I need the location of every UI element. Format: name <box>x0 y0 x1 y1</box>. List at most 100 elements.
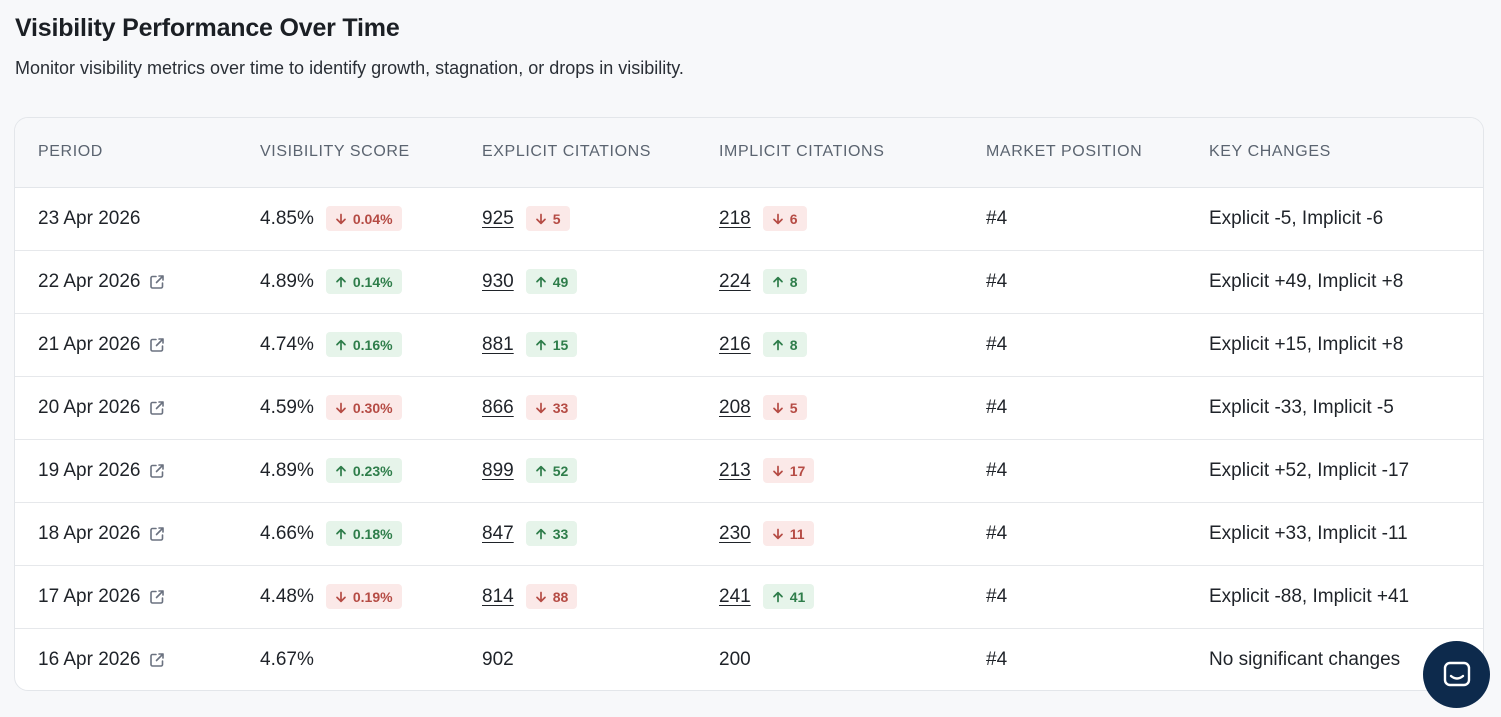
arrow-up-icon <box>535 528 546 539</box>
arrow-down-icon <box>336 591 346 602</box>
explicit-citations-link[interactable]: 899 <box>482 459 514 481</box>
explicit-citations-change-badge: 15 <box>525 332 578 357</box>
implicit-citations-link[interactable]: 230 <box>719 522 751 544</box>
visibility-score-value: 4.67% <box>260 648 314 670</box>
explicit-citations-cell: 930 49 <box>482 250 719 313</box>
external-link-icon[interactable] <box>148 651 166 669</box>
arrow-down-icon <box>535 213 546 224</box>
visibility-table: PERIOD VISIBILITY SCORE EXPLICIT CITATIO… <box>15 118 1483 690</box>
implicit-citations-link[interactable]: 213 <box>719 459 751 481</box>
external-link-icon[interactable] <box>148 399 166 417</box>
arrow-up-icon <box>535 339 546 350</box>
arrow-up-icon <box>336 339 346 350</box>
explicit-citations-cell: 881 15 <box>482 313 719 376</box>
explicit-citations-link[interactable]: 814 <box>482 585 514 607</box>
table-body: 23 Apr 2026 4.85% 0.04% 925 5 218 6 #4 Explicit … <box>15 187 1483 690</box>
table-row: 17 Apr 2026 4.48% 0.19% 814 88 241 41 #4 Explici… <box>15 565 1483 628</box>
visibility-score-cell: 4.48% 0.19% <box>260 565 482 628</box>
visibility-score-change-badge: 0.18% <box>325 521 402 546</box>
key-changes-cell: Explicit +49, Implicit +8 <box>1209 270 1404 292</box>
column-header-market-position: MARKET POSITION <box>986 118 1209 188</box>
external-link-icon[interactable] <box>148 462 166 480</box>
explicit-citations-change-badge: 33 <box>525 521 578 546</box>
visibility-score-value: 4.74% <box>260 333 314 355</box>
external-link-icon[interactable] <box>148 588 166 606</box>
visibility-score-cell: 4.85% 0.04% <box>260 187 482 250</box>
visibility-score-value: 4.89% <box>260 270 314 292</box>
column-header-period: PERIOD <box>15 118 260 188</box>
arrow-down-icon <box>772 213 783 224</box>
market-position-cell: #4 <box>986 648 1008 670</box>
key-changes-cell: Explicit -88, Implicit +41 <box>1209 585 1410 607</box>
visibility-score-change-badge: 0.16% <box>325 332 402 357</box>
explicit-citations-link[interactable]: 881 <box>482 333 514 355</box>
implicit-citations-change-badge: 8 <box>762 332 807 357</box>
external-link-icon[interactable] <box>148 273 166 291</box>
key-changes-cell: No significant changes <box>1209 648 1401 670</box>
period-label: 19 Apr 2026 <box>38 459 141 481</box>
column-header-implicit-citations: IMPLICIT CITATIONS <box>719 118 986 188</box>
explicit-citations-change-badge: 88 <box>525 584 578 609</box>
implicit-citations-cell: 224 8 <box>719 250 986 313</box>
table-row: 16 Apr 2026 4.67% 902 200 #4 No significant c… <box>15 628 1483 690</box>
period-label: 20 Apr 2026 <box>38 396 141 418</box>
chat-launcher-button[interactable] <box>1423 641 1490 708</box>
explicit-citations-cell: 899 52 <box>482 439 719 502</box>
market-position-cell: #4 <box>986 522 1008 544</box>
explicit-citations-link[interactable]: 866 <box>482 396 514 418</box>
period-label: 16 Apr 2026 <box>38 648 141 670</box>
column-header-key-changes: KEY CHANGES <box>1209 118 1483 188</box>
visibility-score-cell: 4.74% 0.16% <box>260 313 482 376</box>
arrow-down-icon <box>535 402 546 413</box>
visibility-score-value: 4.85% <box>260 207 314 229</box>
explicit-citations-link[interactable]: 847 <box>482 522 514 544</box>
market-position-cell: #4 <box>986 207 1008 229</box>
visibility-score-value: 4.59% <box>260 396 314 418</box>
key-changes-cell: Explicit +33, Implicit -11 <box>1209 522 1408 544</box>
period-cell: 23 Apr 2026 <box>15 187 260 250</box>
implicit-citations-change-badge: 5 <box>762 395 807 420</box>
implicit-citations-cell: 208 5 <box>719 376 986 439</box>
visibility-score-change-badge: 0.19% <box>325 584 402 609</box>
implicit-citations-link[interactable]: 216 <box>719 333 751 355</box>
period-cell: 18 Apr 2026 <box>15 502 260 565</box>
arrow-down-icon <box>772 465 783 476</box>
external-link-icon[interactable] <box>148 336 166 354</box>
implicit-citations-link[interactable]: 224 <box>719 270 751 292</box>
implicit-citations-change-badge: 11 <box>762 521 814 546</box>
column-header-explicit-citations: EXPLICIT CITATIONS <box>482 118 719 188</box>
market-position-cell: #4 <box>986 270 1008 292</box>
explicit-citations-change-badge: 33 <box>525 395 578 420</box>
period-cell: 20 Apr 2026 <box>15 376 260 439</box>
visibility-score-value: 4.48% <box>260 585 314 607</box>
visibility-score-value: 4.66% <box>260 522 314 544</box>
period-label: 18 Apr 2026 <box>38 522 141 544</box>
external-link-icon[interactable] <box>148 525 166 543</box>
visibility-score-cell: 4.67% <box>260 628 482 690</box>
implicit-citations-link[interactable]: 208 <box>719 396 751 418</box>
arrow-up-icon <box>535 465 546 476</box>
implicit-citations-link: 200 <box>719 648 751 670</box>
chat-icon <box>1443 661 1470 686</box>
explicit-citations-cell: 866 33 <box>482 376 719 439</box>
implicit-citations-change-badge: 8 <box>762 269 807 294</box>
explicit-citations-link[interactable]: 930 <box>482 270 514 292</box>
table-row: 18 Apr 2026 4.66% 0.18% 847 33 230 11 #4 Explici… <box>15 502 1483 565</box>
explicit-citations-link[interactable]: 925 <box>482 207 514 229</box>
period-cell: 19 Apr 2026 <box>15 439 260 502</box>
key-changes-cell: Explicit +15, Implicit +8 <box>1209 333 1404 355</box>
explicit-citations-cell: 847 33 <box>482 502 719 565</box>
table-row: 19 Apr 2026 4.89% 0.23% 899 52 213 17 #4 Explici… <box>15 439 1483 502</box>
page-subtitle: Monitor visibility metrics over time to … <box>15 58 684 78</box>
implicit-citations-cell: 230 11 <box>719 502 986 565</box>
implicit-citations-change-badge: 6 <box>762 206 807 231</box>
period-label: 22 Apr 2026 <box>38 270 141 292</box>
implicit-citations-link[interactable]: 218 <box>719 207 751 229</box>
arrow-up-icon <box>535 276 546 287</box>
visibility-score-cell: 4.66% 0.18% <box>260 502 482 565</box>
period-label: 17 Apr 2026 <box>38 585 141 607</box>
period-label: 23 Apr 2026 <box>38 207 141 229</box>
implicit-citations-link[interactable]: 241 <box>719 585 751 607</box>
implicit-citations-cell: 213 17 <box>719 439 986 502</box>
table-row: 21 Apr 2026 4.74% 0.16% 881 15 216 8 #4 Explicit… <box>15 313 1483 376</box>
